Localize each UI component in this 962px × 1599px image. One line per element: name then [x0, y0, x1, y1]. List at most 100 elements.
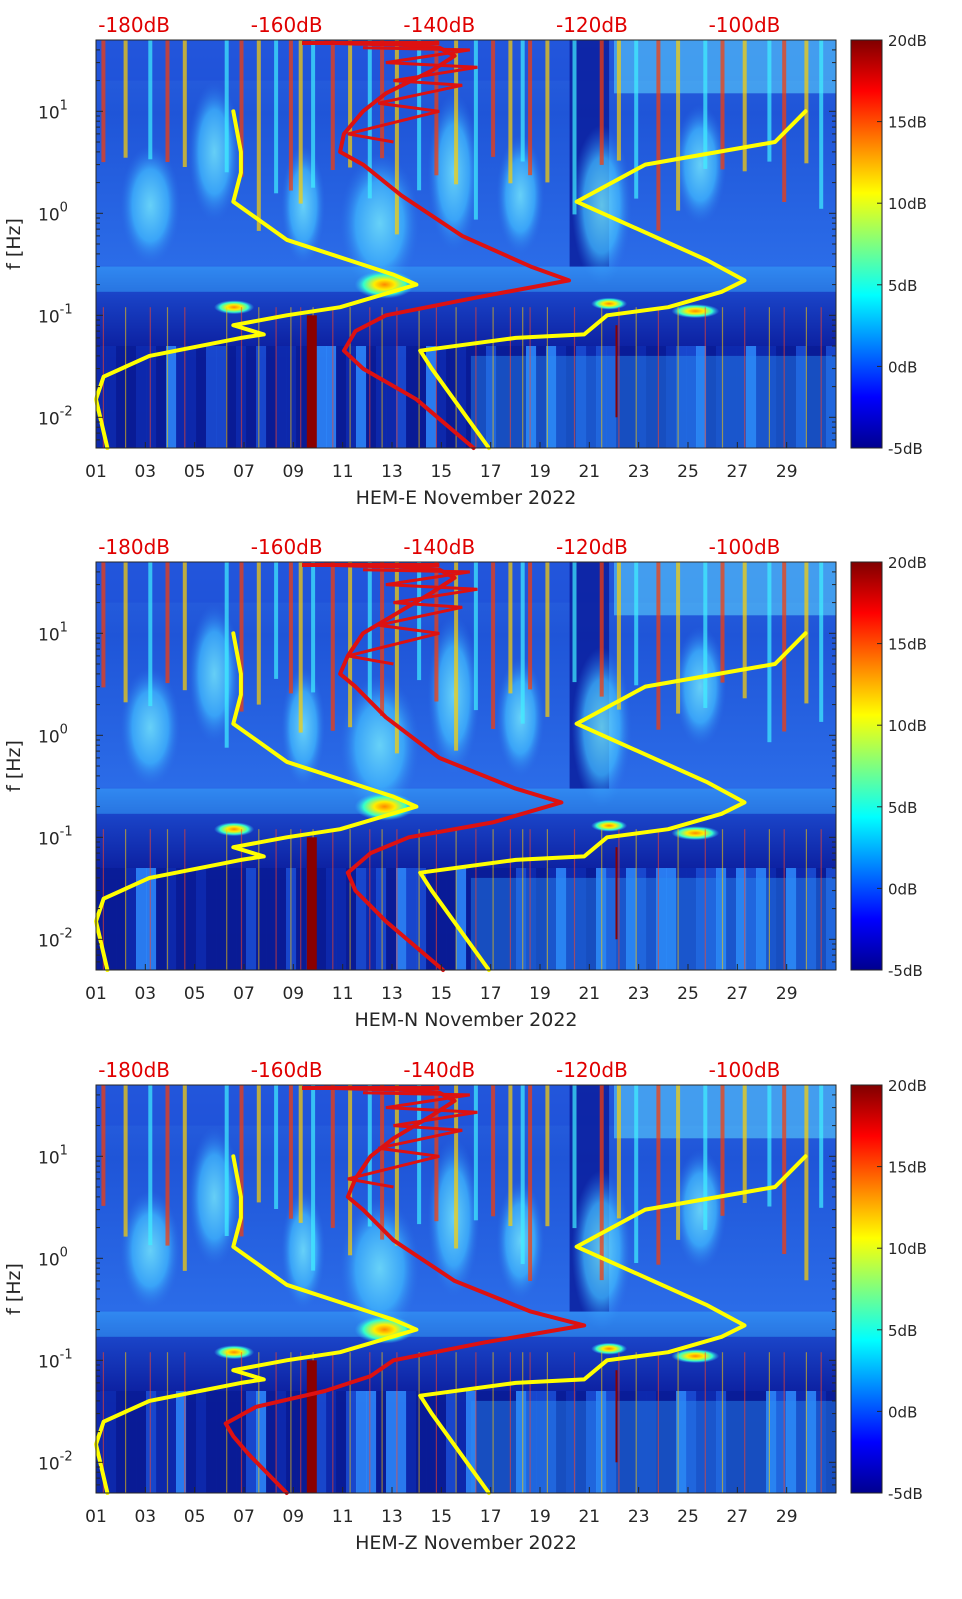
transient-stripe — [182, 562, 187, 691]
colorbar-label: 5dB — [888, 1322, 917, 1340]
transient-stripe — [704, 829, 706, 970]
y-axis-label: f [Hz] — [3, 1263, 25, 1315]
transient-stripe — [258, 829, 260, 970]
transient-stripe — [783, 1352, 785, 1493]
lowfreq-band — [246, 1391, 257, 1493]
yellow-noise-curve-low — [94, 109, 419, 450]
lowfreq-band — [666, 346, 677, 448]
lowfreq-band — [246, 346, 257, 448]
lowfreq-band — [736, 346, 747, 448]
lowfreq-band — [776, 346, 787, 448]
top-db-label: -120dB — [556, 1058, 628, 1082]
transient-stripe — [166, 307, 169, 448]
y-tick-exponent: 0 — [60, 722, 68, 737]
lowfreq-band — [706, 346, 717, 448]
lowfreq-band — [346, 868, 357, 970]
colorbar-label: 15dB — [888, 114, 927, 132]
transient-stripe — [522, 1352, 524, 1493]
transient-stripe — [599, 562, 604, 697]
yellow-noise-curve-low — [94, 1154, 419, 1495]
transient-stripe — [573, 1352, 576, 1493]
transient-stripe — [520, 1085, 525, 1264]
transient-stripe — [330, 1085, 335, 1228]
transient-stripe — [783, 829, 785, 970]
lowfreq-band — [96, 868, 107, 970]
transient-stripe — [288, 562, 293, 694]
transient-stripe — [657, 829, 659, 970]
lowfreq-band — [166, 868, 177, 970]
transient-stripe — [367, 40, 372, 199]
x-tick-label: 11 — [332, 1507, 354, 1527]
transient-stripe — [473, 1085, 478, 1221]
x-tick-label: 27 — [726, 462, 748, 482]
transient-stripe — [434, 40, 439, 176]
x-tick-label: 13 — [381, 462, 403, 482]
transient-stripe — [290, 829, 292, 970]
transient-stripe — [332, 829, 334, 970]
activity-blob — [281, 667, 326, 788]
lowfreq-band — [206, 868, 217, 970]
x-tick-label: 19 — [529, 1507, 551, 1527]
lowfreq-band — [426, 346, 437, 448]
lowfreq-band — [336, 868, 347, 970]
transient-stripe — [348, 562, 353, 728]
transient-stripe — [101, 40, 106, 163]
lowfreq-band — [266, 346, 277, 448]
lowfreq-band — [466, 1391, 477, 1493]
lowfreq-band — [556, 868, 567, 970]
lowfreq-band — [386, 1391, 397, 1493]
panel-2: 01 03 05 07 09 11 13 15 17 19 21 23 25 27 29-180dB -160… — [3, 535, 927, 1031]
transient-stripe — [782, 562, 787, 732]
lowfreq-band — [156, 1391, 167, 1493]
transient-stripe — [742, 562, 747, 699]
transient-stripe — [380, 1085, 385, 1240]
x-tick-label: 25 — [677, 1507, 699, 1527]
transient-stripe — [166, 829, 169, 970]
top-db-label: -160dB — [251, 13, 323, 37]
x-tick-label: 21 — [578, 984, 600, 1004]
lowfreq-band — [656, 868, 667, 970]
lowfreq-band — [216, 868, 227, 970]
activity-blob — [120, 667, 181, 788]
activity-blob — [496, 1180, 545, 1301]
lowfreq-band — [546, 868, 557, 970]
lowfreq-band — [266, 1391, 277, 1493]
red-noise-curve-burst — [347, 1091, 478, 1189]
transient-stripe — [149, 307, 151, 448]
transient-stripe — [184, 1352, 186, 1493]
transient-stripe — [522, 307, 524, 448]
transient-stripe — [819, 562, 824, 722]
yellow-noise-curve-high — [418, 1154, 808, 1495]
transient-stripe — [475, 1352, 477, 1493]
transient-stripe — [573, 307, 576, 448]
lowfreq-band — [116, 1391, 127, 1493]
transient-stripe — [348, 1085, 353, 1256]
transient-stripe — [311, 40, 316, 188]
lowfreq-band — [636, 346, 647, 448]
transient-stripe — [768, 307, 770, 448]
activity-blob — [427, 1137, 480, 1298]
transient-stripe — [256, 40, 261, 231]
transient-stripe — [618, 829, 620, 970]
panel-1: 01 03 05 07 09 11 13 15 17 19 21 23 25 27 29-180dB -160… — [3, 13, 927, 509]
lowfreq-band — [636, 868, 647, 970]
transient-stripe — [275, 829, 277, 970]
lowfreq-band — [576, 1391, 587, 1493]
activity-blob — [674, 626, 727, 747]
y-tick-label: 101 — [38, 98, 68, 123]
activity-blob — [339, 153, 420, 294]
transient-stripe — [298, 1085, 303, 1223]
x-tick-label: 07 — [233, 1507, 255, 1527]
transient-stripe — [369, 307, 371, 448]
transient-stripe — [240, 1352, 243, 1493]
transient-stripe — [184, 829, 186, 970]
x-tick-label: 25 — [677, 462, 699, 482]
yellow-noise-curve-high — [418, 631, 808, 972]
lowfreq-band — [806, 346, 817, 448]
x-tick-label: 27 — [726, 1507, 748, 1527]
y-tick-label: 10-1 — [38, 1347, 73, 1372]
yellow-noise-curve-high — [418, 109, 808, 450]
lowfreq-band — [626, 346, 637, 448]
lowfreq-band — [546, 346, 557, 448]
lowfreq-band — [766, 868, 777, 970]
